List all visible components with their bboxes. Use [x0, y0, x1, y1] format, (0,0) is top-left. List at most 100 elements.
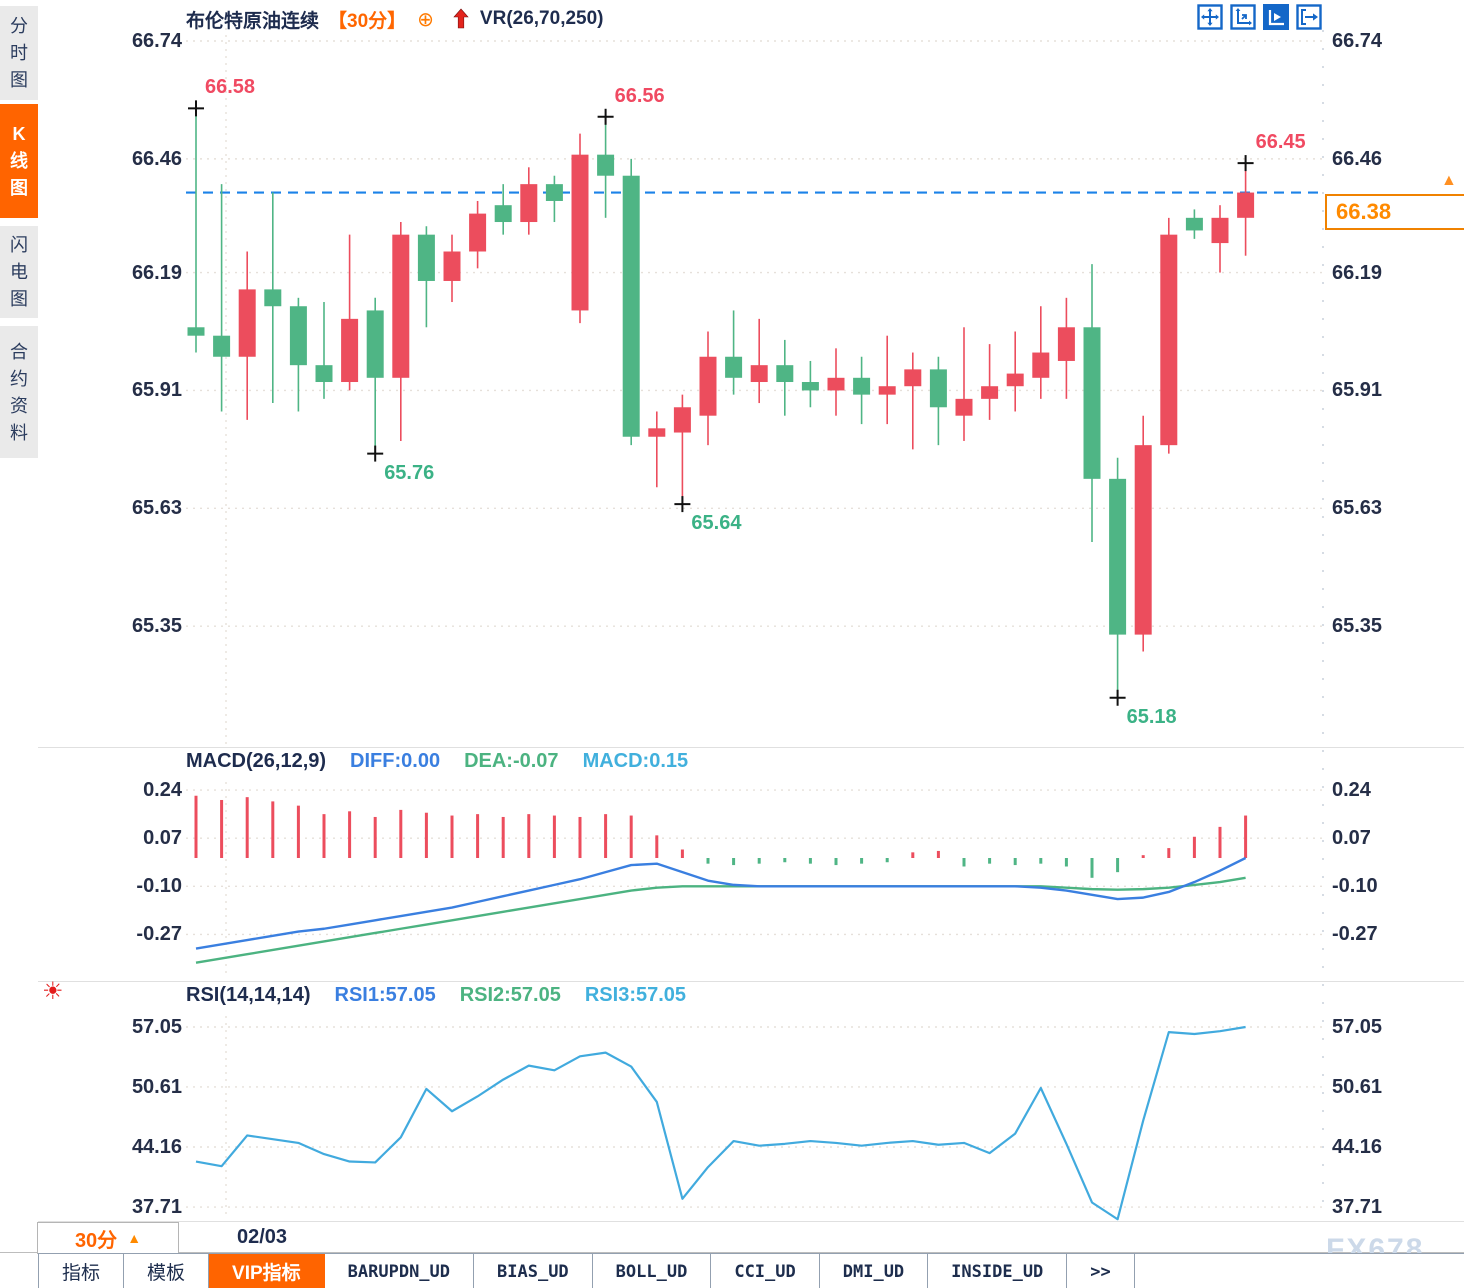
- candle: [1057, 297, 1075, 399]
- candle-body: [315, 365, 333, 383]
- candle-body: [673, 407, 691, 433]
- candle: [341, 234, 359, 391]
- macd-hist-bar: [348, 811, 352, 858]
- candle-body: [1211, 217, 1229, 244]
- macd-hist-bar: [962, 858, 966, 867]
- macd-hist-bar: [1167, 848, 1171, 858]
- candle-body: [187, 327, 205, 336]
- macd-hist-bar: [1013, 858, 1017, 866]
- macd-hist-bar: [885, 858, 889, 863]
- axis-range-icon[interactable]: [1230, 4, 1256, 30]
- candle: [981, 344, 999, 420]
- rsi1-value: RSI1:57.05: [334, 984, 436, 1006]
- rsi2-value: RSI2:57.05: [459, 984, 561, 1006]
- indicator-tab[interactable]: BIAS_UD: [474, 1254, 593, 1288]
- candle-body: [1006, 373, 1024, 387]
- macd-hist-bar: [757, 858, 761, 864]
- candle: [878, 335, 896, 425]
- candle-body: [1083, 327, 1101, 479]
- candle: [1006, 331, 1024, 412]
- macd-hist-bar: [911, 852, 915, 858]
- candle-body: [955, 398, 973, 416]
- indicator-tab[interactable]: INSIDE_UD: [928, 1254, 1068, 1288]
- sidebar-tab-1[interactable]: 分时图: [0, 6, 38, 100]
- candle: [622, 158, 640, 446]
- candle: [904, 352, 922, 450]
- macd-hist-bar: [399, 809, 403, 858]
- extreme-marker-icon: [1109, 689, 1126, 706]
- rsi-line: [195, 1025, 1246, 1221]
- candle-body: [341, 318, 359, 383]
- candle: [1185, 209, 1203, 239]
- candle: [1211, 205, 1229, 273]
- macd-hist-bar: [1064, 858, 1068, 867]
- macd-hist-bar: [450, 815, 454, 858]
- candle-body: [213, 335, 231, 357]
- sidebar-tab-3[interactable]: 闪电图: [0, 226, 38, 318]
- compare-icon[interactable]: ⊕: [417, 8, 434, 31]
- rsi-legend: RSI(14,14,14) RSI1:57.05 RSI2:57.05 RSI3…: [186, 984, 686, 1007]
- pan-icon[interactable]: [1197, 4, 1223, 30]
- interval-selector[interactable]: 30分 ▲: [37, 1222, 179, 1254]
- candle: [776, 339, 794, 416]
- interval-selector-label: 30分: [74, 1229, 118, 1252]
- candle-body: [571, 154, 589, 311]
- indicator-tab[interactable]: DMI_UD: [820, 1254, 929, 1288]
- price-marker-icon: ▲: [1441, 172, 1457, 189]
- candle: [673, 394, 691, 505]
- candle: [392, 222, 410, 441]
- candle: [366, 297, 384, 454]
- macd-params: MACD(26,12,9): [186, 750, 327, 772]
- indicator-tab[interactable]: 模板: [124, 1254, 210, 1288]
- extreme-marker-icon: [367, 445, 384, 462]
- macd-hist-bar: [808, 858, 812, 864]
- candle-body: [238, 289, 256, 357]
- candle-body: [1109, 478, 1127, 635]
- current-price-value: 66.38: [1336, 199, 1392, 224]
- current-price-badge: 66.38: [1325, 194, 1464, 230]
- exit-chart-icon[interactable]: [1296, 4, 1322, 30]
- extreme-marker-icon: [597, 108, 614, 125]
- macd-hist-bar: [1218, 826, 1222, 858]
- indicator-tab-bar: 指标 模板 VIP指标 BARUPDN_UD BIAS_UD BOLL_UD CCI_UD D…: [38, 1253, 1464, 1288]
- indicator-tab[interactable]: BOLL_UD: [593, 1254, 712, 1288]
- candle: [264, 192, 282, 404]
- indicator-tab[interactable]: 指标: [38, 1254, 125, 1288]
- candle: [1237, 163, 1255, 256]
- candle: [187, 108, 205, 353]
- candle-body: [750, 365, 768, 383]
- macd-hist-bar: [527, 814, 531, 858]
- interval-label[interactable]: 【30分】: [328, 10, 407, 32]
- candle-body: [853, 377, 871, 395]
- indicator-tab[interactable]: VIP指标: [209, 1254, 325, 1288]
- candle-body: [801, 382, 819, 391]
- candle: [289, 297, 307, 412]
- candle-body: [443, 251, 461, 281]
- candle: [443, 234, 461, 303]
- candle: [1134, 415, 1152, 652]
- candle-body: [622, 175, 640, 437]
- candle: [417, 226, 435, 328]
- candle-body: [776, 365, 794, 383]
- macd-diff-value: DIFF:0.00: [350, 750, 441, 772]
- chart-plot-area[interactable]: [186, 0, 1326, 1222]
- candle-body: [699, 356, 717, 416]
- macd-hist-bar: [783, 858, 787, 863]
- indicator-tab[interactable]: >>: [1067, 1254, 1135, 1288]
- auto-fit-icon[interactable]: [1263, 4, 1289, 30]
- alert-icon[interactable]: ☀: [42, 978, 64, 1005]
- macd-hist-bar: [424, 812, 428, 858]
- candle: [1032, 306, 1050, 399]
- candle: [648, 411, 666, 488]
- macd-hist-bar: [629, 815, 633, 858]
- indicator-tab[interactable]: BARUPDN_UD: [325, 1254, 475, 1288]
- extreme-marker-icon: [1237, 155, 1254, 172]
- candle-body: [417, 234, 435, 281]
- sidebar-tab-4[interactable]: 合约资料: [0, 326, 38, 458]
- candle-body: [366, 310, 384, 378]
- macd-hist-bar: [936, 850, 940, 858]
- candle-body: [392, 234, 410, 378]
- indicator-tab[interactable]: CCI_UD: [711, 1254, 820, 1288]
- extreme-marker-icon: [188, 100, 204, 117]
